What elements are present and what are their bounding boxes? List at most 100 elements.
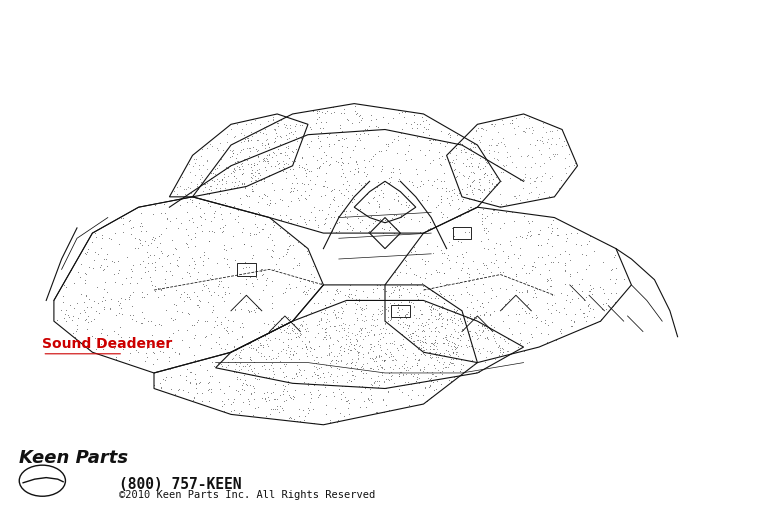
Point: [423, 119, 435, 127]
Point: [369, 377, 381, 385]
Point: [253, 165, 265, 173]
Point: [65, 316, 78, 324]
Point: [475, 322, 487, 330]
Point: [153, 347, 166, 355]
Point: [447, 355, 460, 364]
Point: [256, 128, 269, 137]
Point: [229, 358, 241, 367]
Point: [141, 344, 153, 352]
Point: [427, 378, 440, 386]
Point: [223, 146, 236, 154]
Point: [484, 268, 497, 276]
Point: [444, 332, 456, 340]
Point: [415, 337, 427, 346]
Point: [383, 179, 396, 188]
Point: [180, 268, 192, 277]
Point: [466, 332, 478, 340]
Point: [415, 341, 427, 349]
Point: [216, 146, 229, 154]
Point: [278, 120, 290, 128]
Point: [430, 385, 443, 393]
Point: [514, 243, 526, 252]
Point: [450, 174, 462, 182]
Point: [303, 215, 316, 224]
Point: [344, 346, 357, 354]
Point: [467, 167, 479, 176]
Point: [357, 129, 370, 137]
Point: [301, 165, 313, 173]
Point: [350, 109, 363, 117]
Point: [254, 128, 266, 136]
Point: [259, 125, 272, 133]
Point: [480, 264, 493, 272]
Point: [387, 164, 399, 172]
Point: [266, 153, 278, 161]
Point: [329, 404, 341, 412]
Point: [436, 366, 448, 375]
Point: [326, 308, 339, 316]
Point: [419, 260, 431, 268]
Point: [204, 182, 216, 190]
Point: [293, 121, 306, 129]
Point: [432, 327, 444, 335]
Point: [460, 190, 472, 198]
Point: [298, 378, 310, 386]
Point: [241, 156, 253, 164]
Point: [450, 307, 462, 315]
Point: [280, 327, 293, 336]
Point: [492, 208, 504, 217]
Point: [293, 365, 306, 373]
Point: [71, 299, 83, 307]
Point: [259, 144, 271, 152]
Point: [448, 314, 460, 322]
Point: [264, 410, 276, 418]
Point: [229, 365, 242, 373]
Point: [494, 344, 506, 352]
Point: [320, 361, 333, 369]
Point: [406, 385, 418, 394]
Point: [417, 333, 430, 341]
Point: [478, 185, 490, 194]
Point: [449, 345, 461, 353]
Point: [474, 332, 487, 340]
Point: [228, 168, 240, 176]
Point: [98, 303, 110, 311]
Point: [482, 326, 494, 334]
Point: [300, 171, 313, 180]
Point: [287, 327, 300, 335]
Point: [460, 148, 473, 156]
Point: [477, 327, 489, 335]
Point: [223, 263, 235, 271]
Point: [353, 226, 366, 235]
Point: [421, 225, 434, 233]
Point: [250, 136, 263, 145]
Point: [338, 324, 350, 332]
Point: [497, 335, 510, 343]
Point: [454, 354, 466, 363]
Point: [362, 227, 374, 236]
Point: [336, 382, 348, 390]
Point: [531, 230, 544, 238]
Point: [373, 329, 386, 338]
Point: [334, 124, 346, 132]
Point: [296, 321, 308, 329]
Point: [583, 307, 595, 315]
Point: [283, 280, 296, 288]
Point: [444, 201, 457, 209]
Point: [375, 310, 387, 319]
Point: [430, 323, 442, 332]
Point: [449, 343, 461, 351]
Point: [579, 317, 591, 325]
Point: [246, 166, 258, 175]
Point: [218, 166, 230, 175]
Point: [349, 331, 361, 339]
Point: [237, 223, 249, 232]
Point: [451, 306, 464, 314]
Point: [239, 380, 252, 388]
Point: [448, 184, 460, 193]
Point: [464, 143, 476, 152]
Point: [203, 185, 215, 193]
Point: [290, 283, 303, 291]
Point: [333, 365, 345, 373]
Point: [202, 379, 214, 387]
